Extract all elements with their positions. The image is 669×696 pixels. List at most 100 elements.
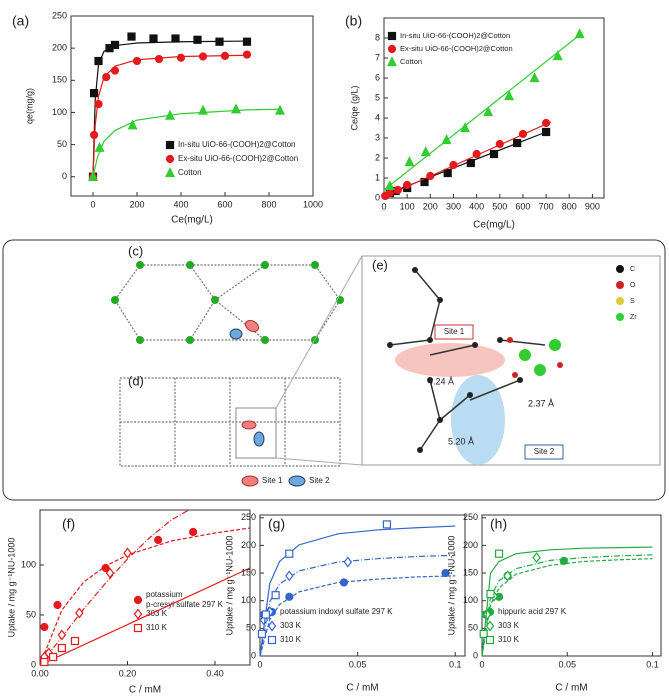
x-tick-label: 0 [479, 659, 484, 669]
marker [271, 591, 280, 600]
fit-line [39, 527, 251, 666]
marker [443, 168, 452, 178]
plot-frame [70, 15, 314, 197]
y-tick-label: 150 [241, 567, 256, 577]
marker [94, 56, 103, 66]
legend-label: potassium indoxyl sulfate 297 K [280, 607, 393, 616]
plot-frame [259, 514, 466, 657]
y-tick-label: 8 [375, 32, 380, 42]
marker [127, 32, 136, 41]
marker [482, 609, 492, 621]
y-tick-label: 200 [463, 540, 478, 550]
marker [57, 629, 67, 641]
y-tick-label: 0 [31, 659, 36, 669]
marker [189, 527, 198, 537]
marker [529, 72, 540, 83]
legend-marker [165, 154, 175, 164]
legend-label: Cotton [178, 168, 202, 177]
legend-label: In-situ UiO-66-(COOH)2@Cotton [400, 31, 510, 40]
marker [127, 119, 138, 130]
legend-marker [485, 635, 495, 645]
marker [220, 51, 230, 60]
site-legend-label: Site 1 [262, 476, 283, 485]
y-tick-label: 0 [375, 192, 380, 202]
x-axis-label: C / mM [346, 683, 378, 694]
x-tick-label: 0.1 [646, 659, 659, 669]
fit-line [383, 33, 582, 191]
fit-line [259, 575, 456, 657]
marker [343, 556, 353, 568]
plot-frame [39, 509, 251, 666]
legend-marker [387, 44, 397, 54]
marker [393, 185, 402, 195]
marker [215, 37, 224, 46]
panel-label: (b) [345, 13, 362, 29]
x-tick-label: 600 [217, 199, 232, 209]
legend-marker [387, 31, 397, 41]
legend-marker [267, 620, 277, 632]
element-label: Zr [630, 314, 637, 321]
legend-marker [133, 623, 143, 633]
marker [89, 89, 99, 98]
y-tick-label: 4 [375, 112, 380, 122]
y-tick-label: 6 [375, 72, 380, 82]
x-tick-label: 600 [515, 201, 530, 211]
marker [94, 141, 105, 152]
marker [110, 66, 120, 75]
y-tick-label: 150 [52, 75, 67, 85]
marker [385, 188, 394, 198]
x-tick-label: 400 [173, 199, 188, 209]
marker [176, 53, 186, 62]
marker [483, 106, 494, 117]
legend-label: hippuric acid 297 K [498, 607, 567, 616]
marker [285, 570, 294, 582]
marker [165, 109, 175, 120]
marker [403, 180, 412, 190]
y-tick-label: 50 [26, 609, 36, 619]
y-tick-label: 250 [241, 512, 256, 522]
legend-marker [165, 167, 175, 178]
panel-label: (a) [12, 13, 29, 29]
plot-frame [481, 514, 662, 657]
marker [154, 54, 164, 64]
x-tick-label: 900 [585, 201, 600, 211]
element-legend [616, 265, 624, 321]
marker [513, 138, 522, 148]
marker [404, 156, 415, 167]
element-label: S [630, 298, 635, 305]
marker [171, 34, 180, 43]
y-axis-label: Uptake / mg g⁻¹NU-1000 [6, 538, 16, 638]
panel-label: (d) [128, 373, 144, 388]
framework-c [111, 261, 344, 344]
marker [518, 129, 528, 139]
y-tick-label: 2 [375, 152, 380, 162]
fit-line [481, 558, 653, 657]
x-tick-label: 0.00 [31, 668, 49, 678]
marker [242, 50, 252, 59]
marker [231, 103, 241, 114]
x-axis-label: Ce(mg/L) [473, 220, 515, 231]
x-tick-label: 500 [492, 201, 507, 211]
marker [449, 160, 458, 170]
fit-line [259, 554, 456, 657]
legend-marker [267, 635, 277, 645]
marker [88, 170, 98, 181]
element-label: O [630, 282, 636, 289]
marker [420, 146, 431, 157]
y-axis-label: Uptake / mg g⁻¹NU-1000 [224, 536, 234, 636]
legend-label: 303 K [146, 609, 168, 618]
y-tick-label: 0 [62, 171, 67, 181]
marker [559, 556, 568, 565]
y-tick-label: 100 [241, 595, 256, 605]
marker [53, 600, 62, 610]
marker [426, 171, 435, 181]
fit-line [92, 54, 248, 177]
marker [94, 99, 103, 109]
y-tick-label: 250 [463, 512, 478, 522]
legend-marker [387, 56, 397, 67]
marker [198, 104, 208, 115]
marker [552, 50, 563, 61]
legend-label: 310 K [146, 623, 168, 632]
molecule [387, 267, 564, 465]
marker [532, 552, 541, 564]
